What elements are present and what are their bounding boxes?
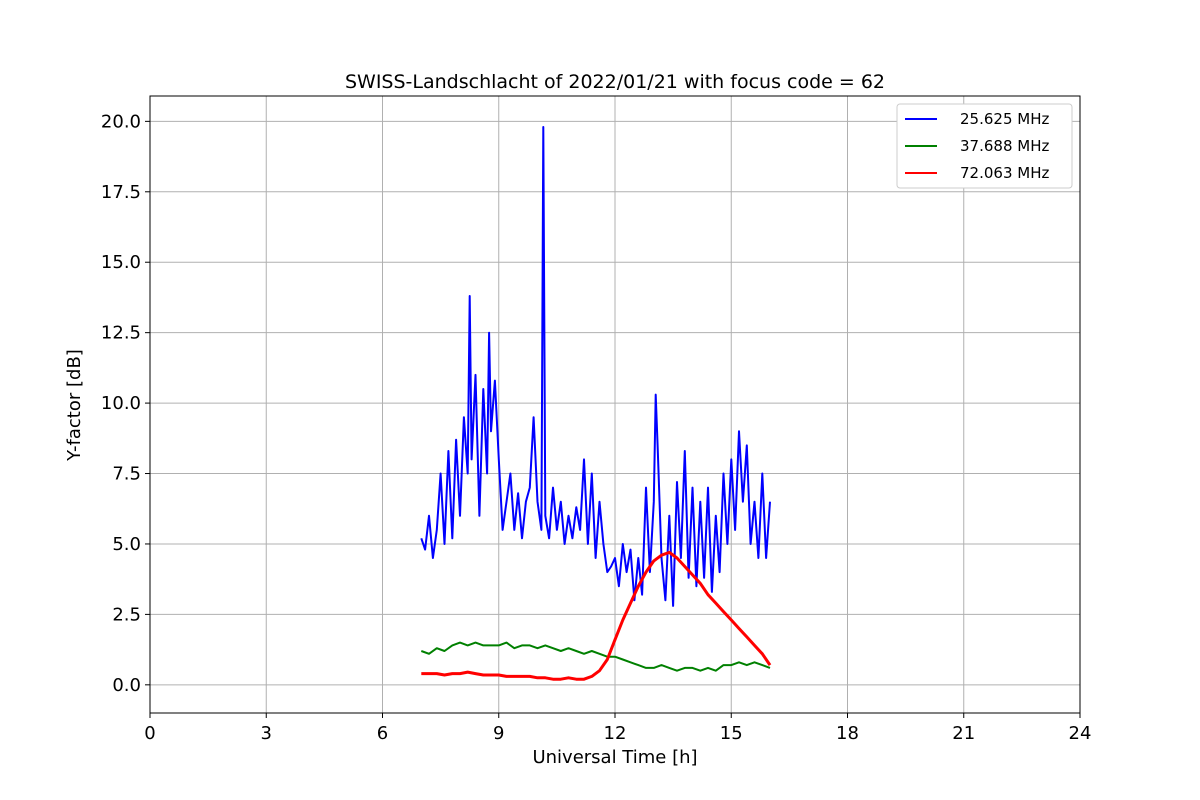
y-tick-label: 20.0 [101,111,141,132]
y-tick-label: 17.5 [101,182,141,203]
y-tick-label: 0.0 [112,675,141,696]
series-layer [420,126,772,681]
x-tick-label: 12 [604,723,627,744]
x-axis: 0 3 6 9 12 15 18 21 24 [144,713,1091,744]
legend-label: 72.063 MHz [960,164,1049,182]
chart-title: SWISS-Landschlacht of 2022/01/21 with fo… [345,71,885,93]
legend-label: 25.625 MHz [960,110,1049,128]
x-tick-label: 3 [261,723,272,744]
y-axis-label: Y-factor [dB] [64,349,85,462]
x-tick-label: 21 [952,723,975,744]
x-axis-label: Universal Time [h] [532,747,697,768]
y-axis: 0.0 2.5 5.0 7.5 10.0 12.5 15.0 17.5 20.0 [101,111,150,696]
y-tick-label: 15.0 [101,252,141,273]
series-line-72-063-mhz [421,550,772,681]
series-line-25-625-mhz [420,126,771,607]
y-tick-label: 10.0 [101,393,141,414]
x-tick-label: 24 [1069,723,1092,744]
y-tick-label: 2.5 [112,604,141,625]
x-tick-label: 9 [493,723,504,744]
y-tick-label: 5.0 [112,534,141,555]
x-tick-label: 18 [836,723,859,744]
legend-box [896,103,1073,189]
legend-label: 37.688 MHz [960,137,1049,155]
x-tick-label: 15 [720,723,743,744]
y-tick-label: 12.5 [101,323,141,344]
legend: 25.625 MHz 37.688 MHz 72.063 MHz [896,103,1073,189]
x-tick-label: 6 [377,723,388,744]
y-tick-label: 7.5 [112,464,141,485]
series-line-37-688-mhz [420,641,771,672]
x-tick-label: 0 [144,723,155,744]
